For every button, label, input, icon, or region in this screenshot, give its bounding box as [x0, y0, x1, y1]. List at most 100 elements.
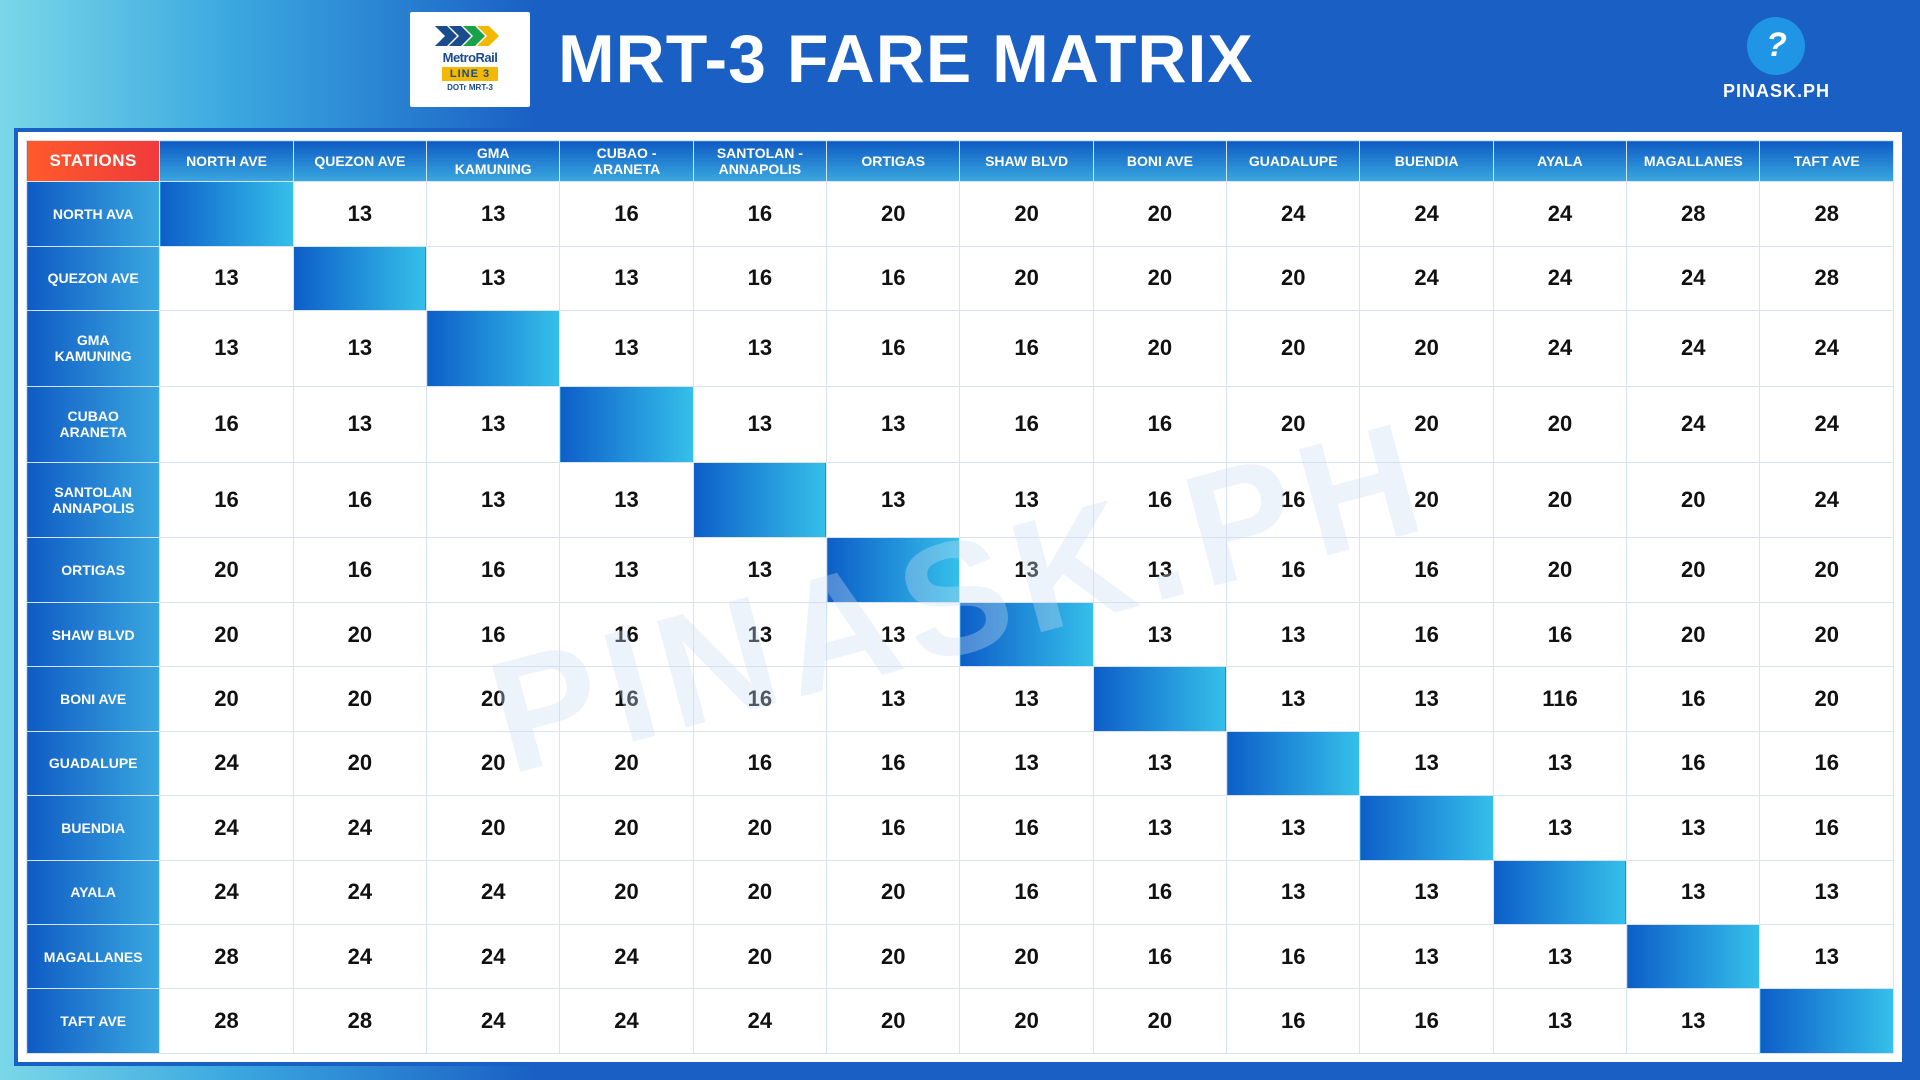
fare-cell: 20: [1760, 538, 1894, 602]
fare-cell: 16: [1627, 667, 1760, 731]
fare-cell: 13: [1227, 602, 1360, 666]
fare-cell: 13: [427, 462, 560, 538]
fare-cell: 20: [1093, 246, 1226, 310]
fare-cell: 24: [160, 796, 293, 860]
fare-cell: 16: [160, 462, 293, 538]
fare-cell: 20: [160, 538, 293, 602]
col-header: GUADALUPE: [1227, 141, 1360, 182]
fare-cell: 20: [1493, 538, 1626, 602]
fare-cell: 28: [160, 989, 293, 1054]
logo-subtext: DOTr MRT-3: [447, 83, 493, 92]
fare-cell: 13: [1093, 538, 1226, 602]
brand-icon: ?: [1747, 17, 1805, 75]
fare-cell: 20: [960, 989, 1093, 1054]
fare-cell: 28: [160, 925, 293, 989]
brand-block: ? PINASK.PH: [1723, 17, 1830, 102]
fare-cell: 13: [1360, 667, 1493, 731]
fare-cell: 13: [293, 311, 426, 387]
fare-cell: 24: [293, 925, 426, 989]
page-title: MRT-3 FARE MATRIX: [558, 20, 1254, 98]
row-header: QUEZON AVE: [27, 246, 160, 310]
fare-cell: 13: [1760, 860, 1894, 924]
row-header: GUADALUPE: [27, 731, 160, 795]
fare-cell: 13: [560, 538, 693, 602]
diagonal-cell: [827, 538, 960, 602]
fare-cell: 20: [1093, 182, 1226, 246]
fare-cell: 20: [1627, 602, 1760, 666]
fare-cell: 16: [1493, 602, 1626, 666]
fare-cell: 13: [960, 462, 1093, 538]
fare-cell: 13: [693, 602, 826, 666]
fare-cell: 13: [560, 246, 693, 310]
fare-cell: 24: [1760, 386, 1894, 462]
col-header: TAFT AVE: [1760, 141, 1894, 182]
fare-cell: 20: [160, 602, 293, 666]
col-header: NORTH AVE: [160, 141, 293, 182]
fare-cell: 24: [293, 860, 426, 924]
fare-cell: 24: [1627, 311, 1760, 387]
fare-cell: 24: [1493, 246, 1626, 310]
fare-cell: 13: [160, 246, 293, 310]
row-header: MAGALLANES: [27, 925, 160, 989]
fare-cell: 13: [1093, 731, 1226, 795]
diagonal-cell: [1760, 989, 1894, 1054]
fare-cell: 16: [1760, 731, 1894, 795]
fare-cell: 13: [1493, 989, 1626, 1054]
fare-cell: 13: [960, 538, 1093, 602]
fare-cell: 20: [1360, 311, 1493, 387]
fare-cell: 20: [1227, 386, 1360, 462]
fare-cell: 13: [427, 182, 560, 246]
diagonal-cell: [293, 246, 426, 310]
fare-cell: 24: [1493, 311, 1626, 387]
fare-cell: 16: [560, 182, 693, 246]
fare-cell: 20: [1627, 538, 1760, 602]
fare-cell: 24: [1627, 386, 1760, 462]
diagonal-cell: [1493, 860, 1626, 924]
fare-cell: 28: [1760, 182, 1894, 246]
fare-cell: 13: [1360, 731, 1493, 795]
fare-cell: 24: [1360, 246, 1493, 310]
fare-cell: 20: [693, 796, 826, 860]
fare-cell: 13: [827, 462, 960, 538]
fare-cell: 24: [1760, 462, 1894, 538]
fare-cell: 13: [560, 311, 693, 387]
row-header: BUENDIA: [27, 796, 160, 860]
fare-cell: 16: [427, 602, 560, 666]
fare-cell: 20: [1627, 462, 1760, 538]
fare-cell: 13: [1493, 925, 1626, 989]
fare-cell: 16: [1360, 538, 1493, 602]
fare-matrix-table: STATIONSNORTH AVEQUEZON AVEGMAKAMUNINGCU…: [26, 140, 1894, 1054]
fare-cell: 16: [827, 246, 960, 310]
fare-cell: 24: [427, 989, 560, 1054]
fare-cell: 20: [827, 860, 960, 924]
row-header: AYALA: [27, 860, 160, 924]
fare-cell: 16: [293, 538, 426, 602]
fare-cell: 13: [827, 386, 960, 462]
fare-cell: 16: [960, 386, 1093, 462]
fare-cell: 13: [960, 731, 1093, 795]
fare-cell: 16: [693, 667, 826, 731]
fare-cell: 13: [1627, 989, 1760, 1054]
fare-cell: 16: [1627, 731, 1760, 795]
col-header: BUENDIA: [1360, 141, 1493, 182]
row-header: BONI AVE: [27, 667, 160, 731]
fare-cell: 16: [1360, 989, 1493, 1054]
fare-cell: 16: [1093, 386, 1226, 462]
row-header: CUBAOARANETA: [27, 386, 160, 462]
fare-cell: 16: [1093, 462, 1226, 538]
diagonal-cell: [1627, 925, 1760, 989]
fare-cell: 20: [827, 925, 960, 989]
fare-cell: 20: [1093, 989, 1226, 1054]
fare-cell: 24: [160, 860, 293, 924]
fare-cell: 24: [1493, 182, 1626, 246]
fare-cell: 13: [827, 667, 960, 731]
fare-cell: 16: [693, 731, 826, 795]
fare-cell: 16: [827, 311, 960, 387]
fare-cell: 13: [827, 602, 960, 666]
fare-cell: 13: [693, 311, 826, 387]
fare-cell: 20: [960, 182, 1093, 246]
fare-cell: 20: [560, 731, 693, 795]
fare-cell: 16: [693, 182, 826, 246]
fare-cell: 20: [1360, 462, 1493, 538]
fare-cell: 16: [1360, 602, 1493, 666]
